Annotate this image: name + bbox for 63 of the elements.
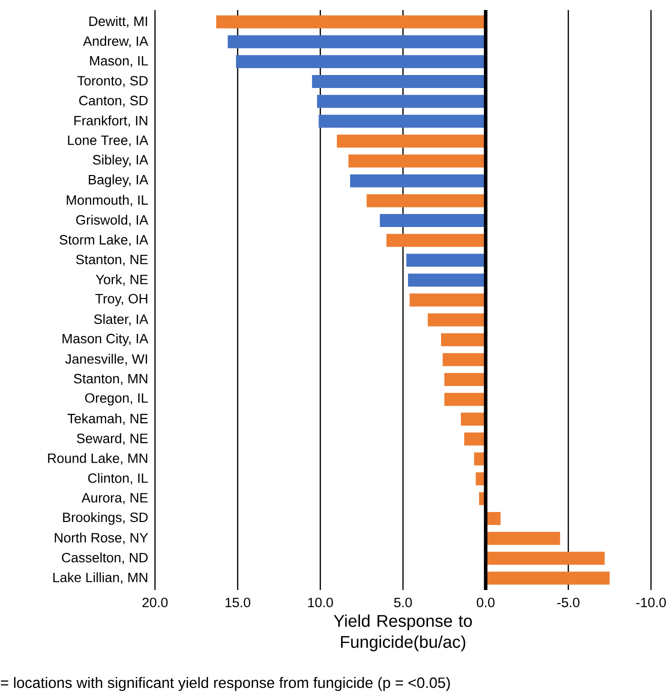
bar	[317, 94, 486, 108]
bar	[216, 15, 486, 28]
y-tick-label: Aurora, NE	[82, 493, 148, 504]
y-tick-label: York, NE	[96, 274, 148, 286]
y-tick-label: Bagley, IA	[88, 174, 148, 188]
y-tick-label: Stanton, NE	[76, 254, 148, 266]
bar	[486, 552, 605, 565]
y-tick-label: Casselton, ND	[62, 552, 148, 564]
x-tick-label: 15.0	[226, 598, 250, 608]
bar	[486, 572, 610, 585]
bar	[441, 333, 486, 346]
text: = locations with significant yield response from fungicide (p = <0.05)	[0, 677, 450, 691]
bar	[408, 274, 486, 287]
y-tick-label: Mason, IL	[90, 56, 148, 68]
y-tick-label: Stanton, MN	[74, 374, 148, 386]
y-tick-label: Tekamah, NE	[68, 413, 148, 425]
y-tick-label: Monmouth, IL	[66, 194, 148, 206]
bar	[442, 353, 486, 366]
bar	[464, 432, 486, 446]
bar	[348, 154, 486, 168]
bar	[444, 372, 486, 386]
bar	[406, 254, 486, 267]
y-tick-label: Andrew, IA	[83, 36, 148, 48]
x-tick-label: 20.0	[142, 598, 168, 608]
bar	[336, 134, 486, 148]
x-tick-label: 5.0	[394, 598, 412, 608]
bar	[236, 55, 486, 68]
y-tick-label: Lake Lillian, MN	[53, 572, 148, 584]
y-tick-label: Griswold, IA	[76, 214, 148, 226]
bar	[386, 234, 486, 247]
y-tick-label: Brookings, SD	[63, 512, 148, 525]
bar	[410, 294, 486, 307]
y-tick-label: Canton, SD	[79, 96, 148, 107]
y-tick-label: Round Lake, MN	[48, 453, 148, 465]
bar	[428, 313, 486, 326]
y-tick-label: Clinton, IL	[88, 473, 148, 485]
y-tick-label: North Rose, NY	[54, 532, 148, 544]
bar	[312, 75, 486, 88]
bar	[486, 532, 560, 545]
y-tick-label: Toronto, SD	[77, 76, 148, 88]
y-tick-label: Janesville, WI	[65, 354, 148, 366]
bar	[318, 114, 486, 128]
x-tick-label: -5.0	[557, 598, 580, 608]
y-tick-label: Slater, IA	[94, 314, 148, 326]
bar	[366, 194, 486, 208]
x-tick-label: 10.0	[308, 598, 333, 608]
y-tick-label: Frankfort, IN	[74, 115, 148, 127]
y-tick-label: Mason City, IA	[62, 333, 148, 346]
bar	[350, 174, 486, 188]
y-tick-label: Storm Lake, IA	[60, 234, 148, 246]
bar	[444, 392, 486, 406]
y-tick-label: Lone Tree, IA	[68, 136, 148, 147]
bar	[380, 214, 486, 228]
y-tick-label: Dewitt, MI	[89, 16, 148, 28]
y-tick-label: Seward, NE	[76, 433, 148, 445]
x-tick-label: -10.0	[636, 598, 666, 608]
y-tick-label: Troy, OH	[95, 294, 148, 306]
y-tick-label: Oregon, IL	[85, 393, 148, 406]
y-tick-label: Sibley, IA	[92, 154, 148, 168]
bar	[460, 412, 486, 426]
x-tick-label: 0.0	[476, 598, 495, 608]
x-axis-title: Yield Response to Fungicide(bu/ac)	[334, 614, 472, 652]
bar	[228, 35, 486, 48]
